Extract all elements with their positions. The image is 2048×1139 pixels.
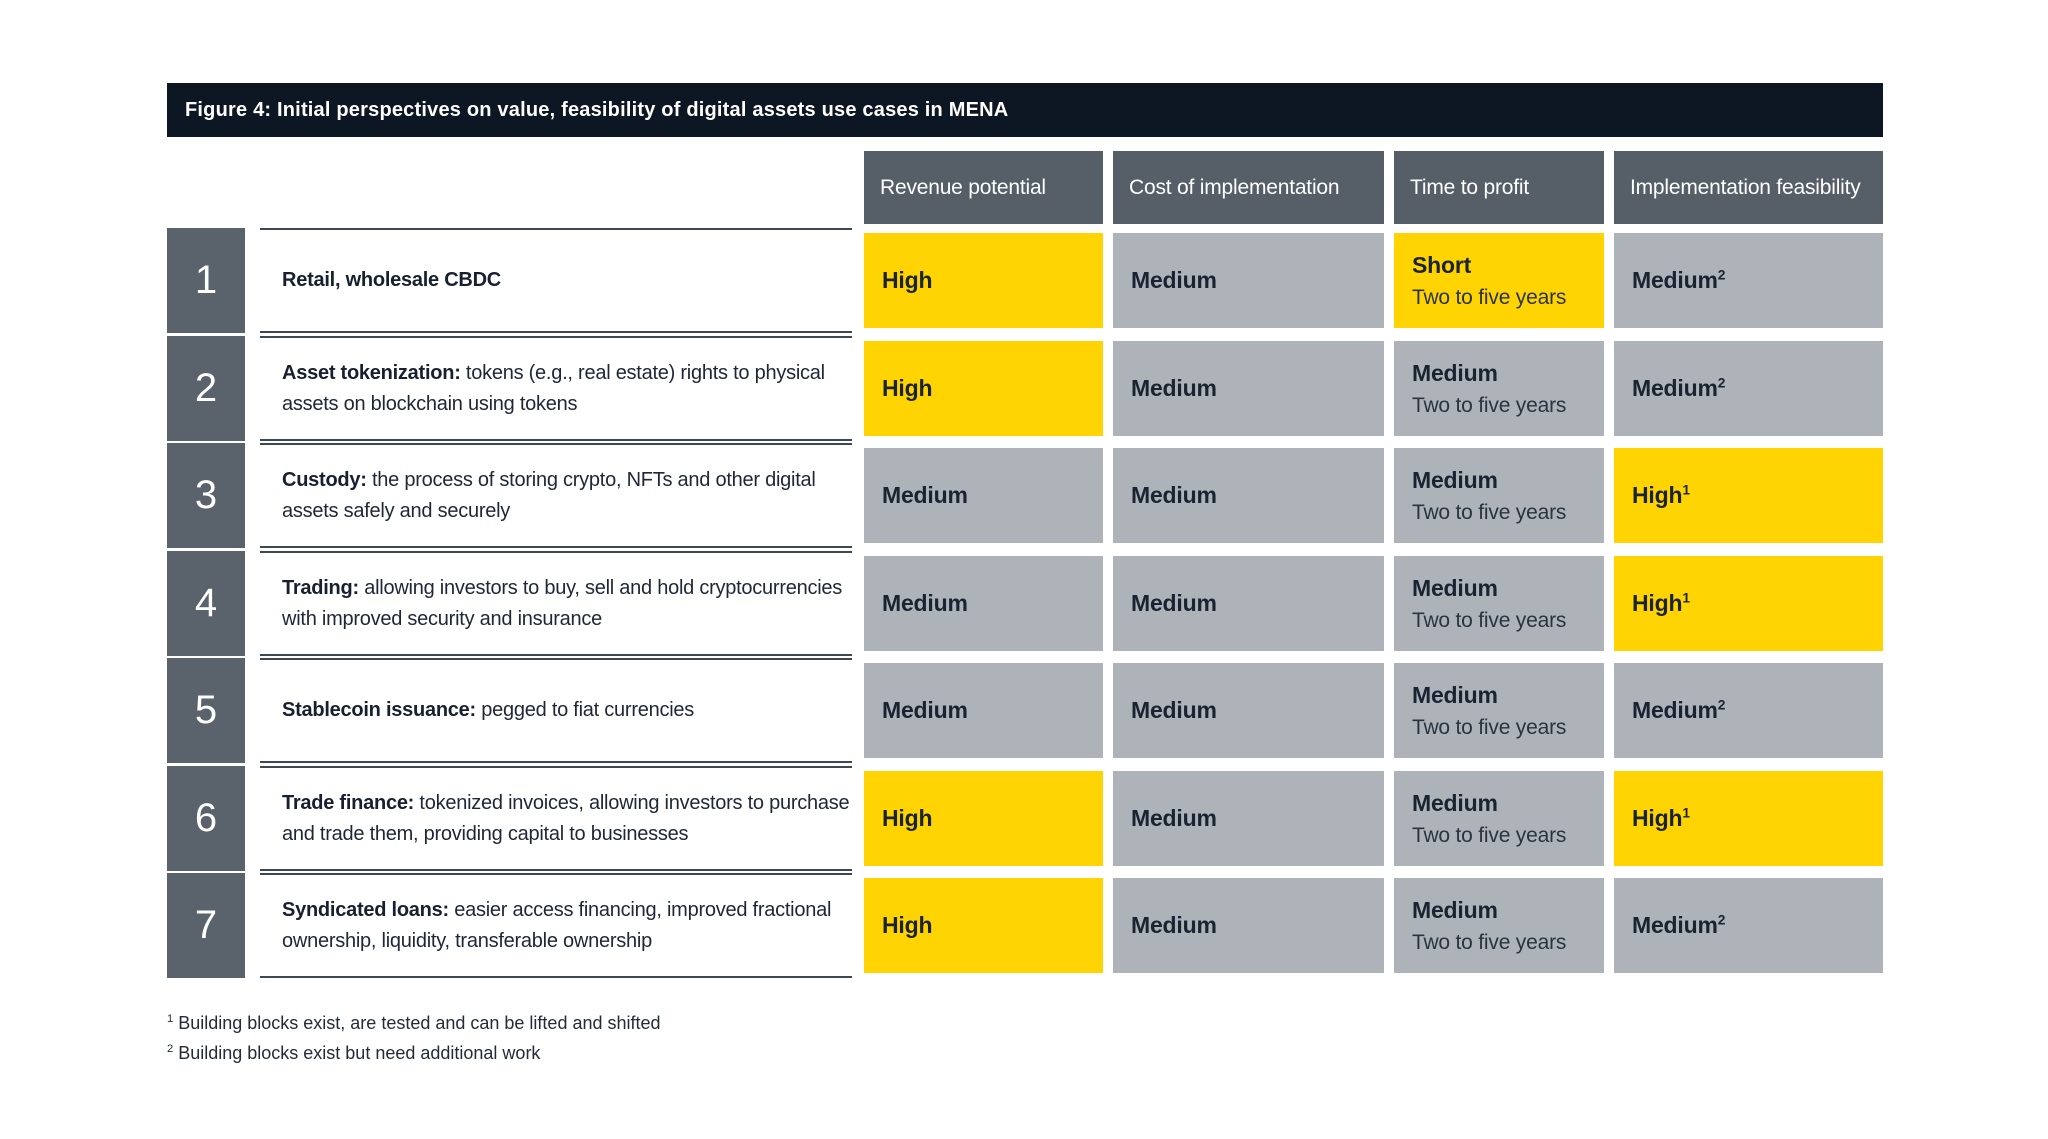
cell-cost-of-implementation: Medium xyxy=(1113,663,1384,758)
cell-revenue-potential: High xyxy=(864,771,1103,866)
cell-revenue-potential: High xyxy=(864,341,1103,436)
column-header-label: Cost of implementation xyxy=(1129,175,1340,199)
use-case-name: Custody: xyxy=(282,468,367,491)
time-horizon: Two to five years xyxy=(1412,500,1567,524)
cell-cost-of-implementation: Medium xyxy=(1113,556,1384,651)
row-number: 3 xyxy=(167,443,245,548)
use-case-detail: allowing investors to buy, sell and hold… xyxy=(282,576,843,630)
table-row: 2 Asset tokenization: tokens (e.g., real… xyxy=(167,336,1883,441)
use-case-detail: the process of storing crypto, NFTs and … xyxy=(282,468,816,522)
cell-time-to-profit: Medium Two to five years xyxy=(1394,341,1604,436)
cell-revenue-potential: Medium xyxy=(864,663,1103,758)
row-description: Syndicated loans: easier access financin… xyxy=(260,873,852,978)
use-case-name: Retail, wholesale CBDC xyxy=(282,269,502,291)
row-number: 2 xyxy=(167,336,245,441)
cell-revenue-potential: High xyxy=(864,878,1103,973)
footnote-2: 2 Building blocks exist but need additio… xyxy=(167,1043,541,1063)
cell-cost-of-implementation: Medium xyxy=(1113,448,1384,543)
row-description: Retail, wholesale CBDC xyxy=(260,228,852,333)
column-header-revenue-potential: Revenue potential xyxy=(864,151,1103,224)
cell-cost-of-implementation: Medium xyxy=(1113,771,1384,866)
cell-time-to-profit: Medium Two to five years xyxy=(1394,448,1604,543)
footnote-1: 1 Building blocks exist, are tested and … xyxy=(167,1013,661,1033)
cell-implementation-feasibility: Medium2 xyxy=(1614,663,1883,758)
row-number: 6 xyxy=(167,766,245,871)
figure-title-bar: Figure 4: Initial perspectives on value,… xyxy=(167,83,1883,137)
cell-revenue-potential: High xyxy=(864,233,1103,328)
cell-time-to-profit: Medium Two to five years xyxy=(1394,663,1604,758)
cell-time-to-profit: Medium Two to five years xyxy=(1394,771,1604,866)
row-description: Trade finance: tokenized invoices, allow… xyxy=(260,766,852,871)
cell-implementation-feasibility: High1 xyxy=(1614,771,1883,866)
time-horizon: Two to five years xyxy=(1412,285,1567,309)
table-row: 1 Retail, wholesale CBDC High Medium Sho… xyxy=(167,228,1883,333)
cell-time-to-profit: Medium Two to five years xyxy=(1394,556,1604,651)
cell-implementation-feasibility: Medium2 xyxy=(1614,233,1883,328)
column-header-label: Time to profit xyxy=(1410,175,1529,199)
cell-implementation-feasibility: Medium2 xyxy=(1614,341,1883,436)
time-horizon: Two to five years xyxy=(1412,823,1567,847)
row-description: Asset tokenization: tokens (e.g., real e… xyxy=(260,336,852,441)
row-number: 5 xyxy=(167,658,245,763)
footnotes: 1 Building blocks exist, are tested and … xyxy=(167,1006,661,1066)
cell-revenue-potential: Medium xyxy=(864,448,1103,543)
figure-title: Figure 4: Initial perspectives on value,… xyxy=(185,98,1009,121)
column-header-cost-of-implementation: Cost of implementation xyxy=(1113,151,1384,224)
column-header-time-to-profit: Time to profit xyxy=(1394,151,1604,224)
cell-cost-of-implementation: Medium xyxy=(1113,233,1384,328)
table-row: 3 Custody: the process of storing crypto… xyxy=(167,443,1883,548)
row-number: 1 xyxy=(167,228,245,333)
cell-implementation-feasibility: Medium2 xyxy=(1614,878,1883,973)
row-number: 4 xyxy=(167,551,245,656)
table-row: 6 Trade finance: tokenized invoices, all… xyxy=(167,766,1883,871)
table-row: 4 Trading: allowing investors to buy, se… xyxy=(167,551,1883,656)
cell-revenue-potential: Medium xyxy=(864,556,1103,651)
time-horizon: Two to five years xyxy=(1412,393,1567,417)
cell-implementation-feasibility: High1 xyxy=(1614,448,1883,543)
use-case-detail: tokenized invoices, allowing investors t… xyxy=(282,791,850,845)
row-description: Trading: allowing investors to buy, sell… xyxy=(260,551,852,656)
table-row: 7 Syndicated loans: easier access financ… xyxy=(167,873,1883,978)
row-description: Stablecoin issuance: pegged to fiat curr… xyxy=(260,658,852,763)
use-case-detail: tokens (e.g., real estate) rights to phy… xyxy=(282,361,825,415)
time-horizon: Two to five years xyxy=(1412,715,1567,739)
column-header-row: Revenue potential Cost of implementation… xyxy=(167,151,1883,224)
cell-cost-of-implementation: Medium xyxy=(1113,341,1384,436)
row-description: Custody: the process of storing crypto, … xyxy=(260,443,852,548)
cell-time-to-profit: Short Two to five years xyxy=(1394,233,1604,328)
table-row: 5 Stablecoin issuance: pegged to fiat cu… xyxy=(167,658,1883,763)
cell-implementation-feasibility: High1 xyxy=(1614,556,1883,651)
use-case-name: Trading: xyxy=(282,576,359,599)
use-case-name: Syndicated loans: xyxy=(282,898,449,921)
use-case-detail: pegged to fiat currencies xyxy=(475,699,695,721)
use-case-name: Trade finance: xyxy=(282,791,415,814)
use-case-name: Stablecoin issuance: xyxy=(282,699,476,721)
column-header-label: Implementation feasibility xyxy=(1630,175,1861,199)
cell-cost-of-implementation: Medium xyxy=(1113,878,1384,973)
cell-time-to-profit: Medium Two to five years xyxy=(1394,878,1604,973)
time-horizon: Two to five years xyxy=(1412,608,1567,632)
use-case-name: Asset tokenization: xyxy=(282,361,461,384)
use-case-detail: easier access financing, improved fracti… xyxy=(282,898,832,952)
column-header-implementation-feasibility: Implementation feasibility xyxy=(1614,151,1883,224)
row-number: 7 xyxy=(167,873,245,978)
time-horizon: Two to five years xyxy=(1412,930,1567,954)
column-header-label: Revenue potential xyxy=(880,175,1046,199)
